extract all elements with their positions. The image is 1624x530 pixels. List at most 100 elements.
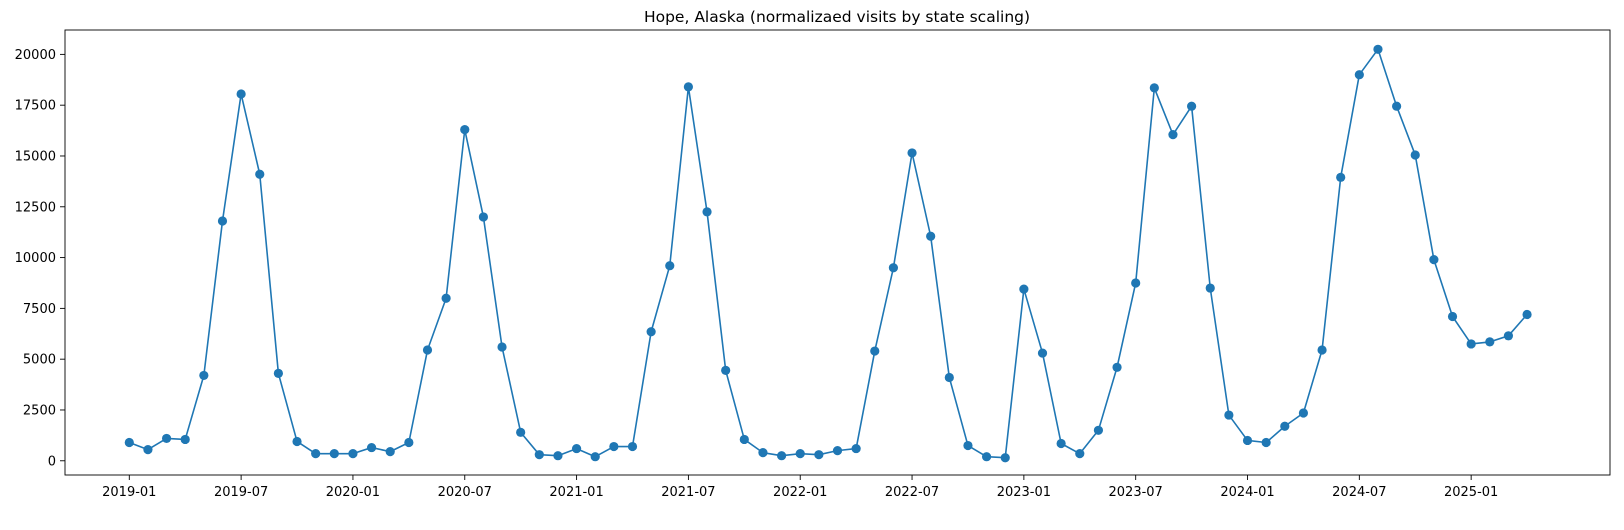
data-point — [926, 231, 936, 241]
data-point — [348, 449, 358, 459]
data-point — [1149, 83, 1159, 93]
plot-area: 2019-01 2019-07 2020-01 2020-07 2021-01 2021-… — [15, 29, 1611, 500]
data-point — [758, 448, 768, 458]
data-point — [385, 447, 395, 457]
data-point — [627, 441, 638, 452]
x-tick-label: 2019-01 — [102, 485, 156, 500]
data-point — [590, 452, 600, 462]
y-tick-label: 2500 — [23, 403, 56, 418]
data-point — [1466, 339, 1476, 349]
y-tick-label: 20000 — [15, 48, 56, 63]
data-point — [516, 427, 526, 437]
data-point — [1522, 309, 1532, 320]
data-point — [460, 124, 470, 135]
data-point — [1373, 44, 1383, 54]
data-point — [1317, 345, 1327, 355]
data-point — [553, 451, 563, 461]
y-tick-label: 15000 — [15, 149, 56, 164]
data-point — [441, 293, 451, 303]
x-tick-label: 2021-01 — [549, 485, 603, 500]
data-point — [683, 82, 694, 92]
x-tick-label: 2022-07 — [885, 485, 939, 500]
data-point — [1112, 362, 1122, 372]
data-point — [329, 449, 339, 459]
data-point — [143, 445, 153, 455]
x-tick-label: 2024-07 — [1332, 485, 1386, 500]
data-point — [814, 450, 824, 460]
plot-frame — [64, 29, 1611, 476]
data-point — [851, 443, 861, 454]
x-tick-label: 2020-01 — [326, 485, 380, 500]
data-point — [422, 345, 433, 355]
data-point — [199, 370, 209, 381]
x-tick-label: 2020-07 — [438, 485, 492, 500]
series-line — [129, 48, 1528, 459]
data-point — [1224, 410, 1234, 420]
data-point — [255, 169, 265, 179]
data-point — [1131, 278, 1141, 288]
data-point — [1410, 150, 1420, 160]
data-point — [963, 440, 973, 451]
data-point — [161, 433, 172, 444]
data-point — [609, 441, 619, 452]
y-tick-label: 7500 — [23, 302, 56, 317]
data-point — [571, 443, 582, 454]
data-point — [124, 437, 134, 448]
data-point — [1168, 130, 1178, 140]
data-point — [702, 207, 712, 217]
data-point — [1429, 255, 1439, 265]
data-point — [1000, 453, 1010, 463]
data-point — [1037, 348, 1048, 358]
y-tick-label: 10000 — [15, 251, 56, 266]
y-tick-label: 0 — [48, 454, 56, 469]
y-tick-label: 12500 — [15, 200, 56, 215]
data-point — [180, 434, 190, 445]
data-point — [1093, 425, 1104, 435]
data-point — [1019, 284, 1029, 294]
data-point — [739, 434, 749, 445]
data-point — [1056, 438, 1066, 449]
data-point — [982, 452, 992, 462]
data-point — [1298, 408, 1309, 418]
data-point — [273, 368, 283, 378]
data-point — [1075, 449, 1085, 459]
data-point — [311, 449, 321, 459]
y-tick-label: 17500 — [15, 99, 56, 114]
x-tick-label: 2023-07 — [1109, 485, 1163, 500]
data-point — [888, 263, 899, 273]
data-point — [1187, 101, 1197, 111]
x-tick-label: 2021-07 — [661, 485, 715, 500]
data-point — [236, 89, 246, 99]
data-point — [721, 365, 731, 375]
data-point — [1336, 172, 1346, 182]
y-tick-label: 5000 — [23, 353, 56, 368]
x-tick-label: 2022-01 — [773, 485, 827, 500]
data-point — [478, 212, 488, 222]
x-tick-label: 2025-01 — [1444, 485, 1498, 500]
data-point — [1280, 421, 1290, 431]
data-point — [1392, 101, 1402, 111]
data-point — [665, 261, 675, 271]
data-point — [404, 437, 414, 448]
data-point — [795, 449, 805, 459]
data-point — [1447, 311, 1458, 322]
data-point — [646, 327, 656, 337]
data-point — [832, 446, 843, 456]
data-point — [870, 346, 880, 356]
data-point — [1354, 70, 1364, 80]
x-tick-label: 2024-01 — [1220, 485, 1274, 500]
data-point — [366, 442, 377, 453]
x-tick-label: 2019-07 — [214, 485, 268, 500]
data-point — [217, 216, 228, 226]
data-point — [1205, 283, 1215, 293]
chart-title: Hope, Alaska (normalizaed visits by stat… — [644, 8, 1030, 26]
data-point — [292, 436, 302, 447]
data-point — [1485, 337, 1495, 347]
data-point — [497, 342, 507, 352]
data-point — [907, 148, 917, 158]
x-tick-label: 2023-01 — [997, 485, 1051, 500]
data-point — [776, 451, 787, 461]
data-point — [944, 372, 954, 383]
